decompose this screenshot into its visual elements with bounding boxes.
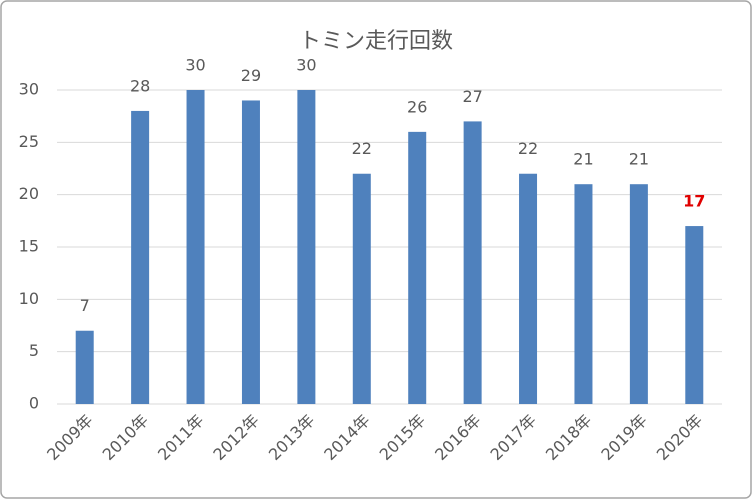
- data-label: 21: [629, 150, 649, 169]
- y-tick-label: 30: [19, 80, 39, 99]
- bar: [186, 90, 205, 404]
- data-label: 27: [462, 87, 482, 106]
- bar: [297, 90, 316, 404]
- data-label: 22: [518, 139, 538, 158]
- y-tick-label: 20: [19, 184, 39, 203]
- data-label: 22: [352, 139, 372, 158]
- y-tick-label: 0: [29, 394, 39, 413]
- data-label: 26: [407, 97, 427, 116]
- bar: [75, 330, 94, 404]
- chart-title: トミン走行回数: [299, 29, 453, 54]
- bar: [241, 100, 260, 404]
- data-label: 29: [241, 66, 261, 85]
- bar: [685, 226, 704, 404]
- bar: [131, 110, 150, 404]
- y-tick-label: 15: [19, 237, 39, 256]
- data-label: 17: [683, 192, 705, 211]
- bar: [463, 121, 482, 405]
- y-tick-label: 10: [19, 289, 39, 308]
- y-tick-label: 5: [29, 341, 39, 360]
- data-label: 30: [296, 56, 316, 75]
- bar: [352, 173, 371, 404]
- y-tick-label: 25: [19, 132, 39, 151]
- data-label: 7: [80, 296, 90, 315]
- data-label: 30: [185, 56, 205, 75]
- data-label: 28: [130, 76, 150, 95]
- bar: [519, 173, 538, 404]
- data-label: 21: [573, 150, 593, 169]
- bar: [408, 131, 427, 404]
- bar: [629, 184, 648, 404]
- bar: [574, 184, 593, 404]
